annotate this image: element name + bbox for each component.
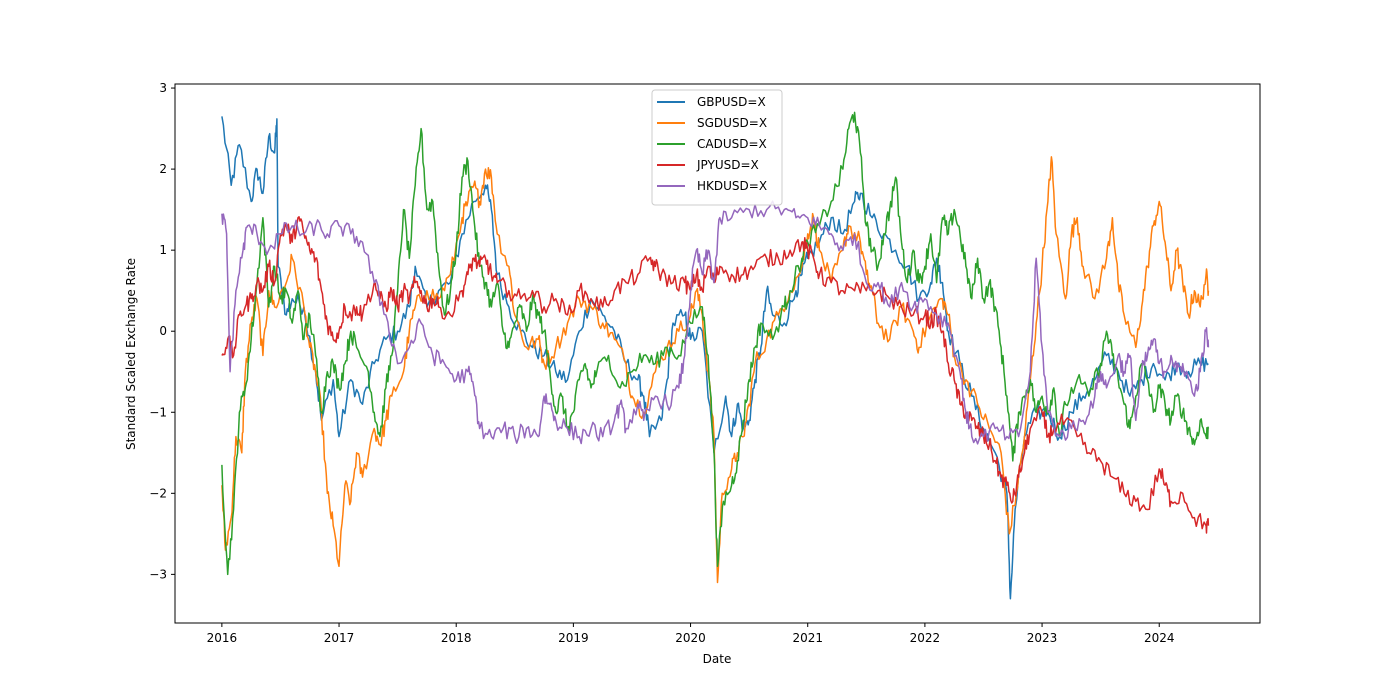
y-tick-label: −2 — [149, 486, 167, 500]
legend: GBPUSD=X SGDUSD=X CADUSD=X JPYUSD=X HKDUSD=X — [651, 89, 783, 206]
legend-label: GBPUSD=X — [697, 95, 766, 109]
x-tick-label: 2022 — [910, 631, 941, 645]
y-tick-label: 2 — [159, 162, 167, 176]
y-axis-title: Standard Scaled Exchange Rate — [124, 258, 138, 450]
x-tick-label: 2017 — [324, 631, 355, 645]
y-tick-label: 0 — [159, 324, 167, 338]
plot-frame — [174, 83, 1261, 624]
series-line-jpyusdx — [221, 216, 1210, 534]
legend-box — [651, 89, 783, 206]
y-tick-label: −3 — [149, 567, 167, 581]
series-line-hkdusdx — [221, 200, 1210, 445]
x-axis-title: Date — [703, 652, 732, 666]
legend-label: SGDUSD=X — [697, 116, 767, 130]
x-tick-label: 2018 — [441, 631, 472, 645]
x-tick-label: 2016 — [207, 631, 238, 645]
x-tick-label: 2024 — [1144, 631, 1175, 645]
legend-label: HKDUSD=X — [697, 179, 767, 193]
x-tick-label: 2021 — [792, 631, 823, 645]
x-tick-label: 2020 — [675, 631, 706, 645]
series-line-gbpusdx — [221, 116, 1209, 600]
y-tick-label: 1 — [159, 243, 167, 257]
series-layer — [221, 111, 1210, 600]
legend-label: JPYUSD=X — [696, 158, 759, 172]
x-tick-label: 2019 — [558, 631, 589, 645]
x-axis: 2016 2017 2018 2019 2020 2021 2022 2023 2024 — [207, 623, 1175, 645]
legend-label: CADUSD=X — [697, 137, 767, 151]
x-tick-label: 2023 — [1027, 631, 1058, 645]
y-axis: −3 −2 −1 0 1 2 3 — [149, 81, 175, 581]
y-tick-label: 3 — [159, 81, 167, 95]
y-tick-label: −1 — [149, 405, 167, 419]
